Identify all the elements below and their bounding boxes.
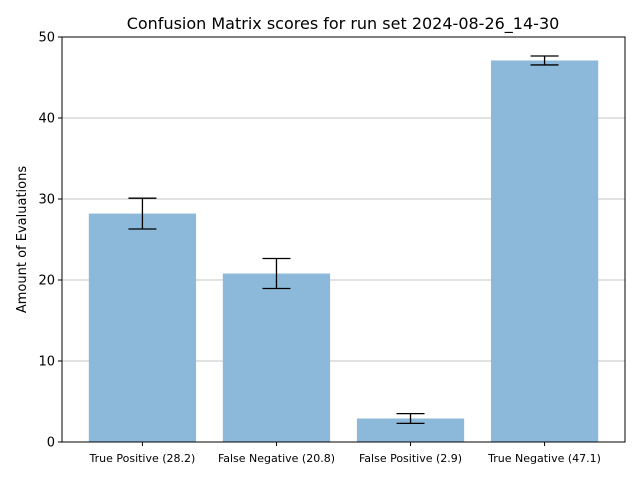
y-tick-label: 30 — [38, 193, 55, 208]
bar-layer — [88, 60, 599, 443]
x-tick-label: False Positive (2.9) — [359, 452, 462, 465]
y-tick-label: 20 — [38, 274, 55, 289]
y-tick-label: 10 — [38, 355, 55, 370]
y-axis: 0 10 20 30 40 50 — [38, 31, 62, 451]
y-axis-label: Amount of Evaluations — [15, 166, 30, 313]
bar — [490, 60, 599, 443]
x-tick-label: True Positive (28.2) — [89, 452, 196, 465]
y-tick-label: 50 — [38, 31, 55, 46]
bar — [88, 213, 197, 442]
chart-title: Confusion Matrix scores for run set 2024… — [127, 14, 560, 34]
y-tick-label: 0 — [47, 436, 55, 451]
x-axis: True Positive (28.2) False Negative (20.8… — [89, 442, 601, 465]
x-tick-label: False Negative (20.8) — [218, 452, 335, 465]
bar — [356, 418, 465, 442]
x-tick-label: True Negative (47.1) — [487, 452, 601, 465]
axes-frame — [61, 36, 626, 443]
y-tick-label: 40 — [38, 112, 55, 127]
error-layer — [128, 55, 559, 425]
bar — [222, 273, 331, 442]
